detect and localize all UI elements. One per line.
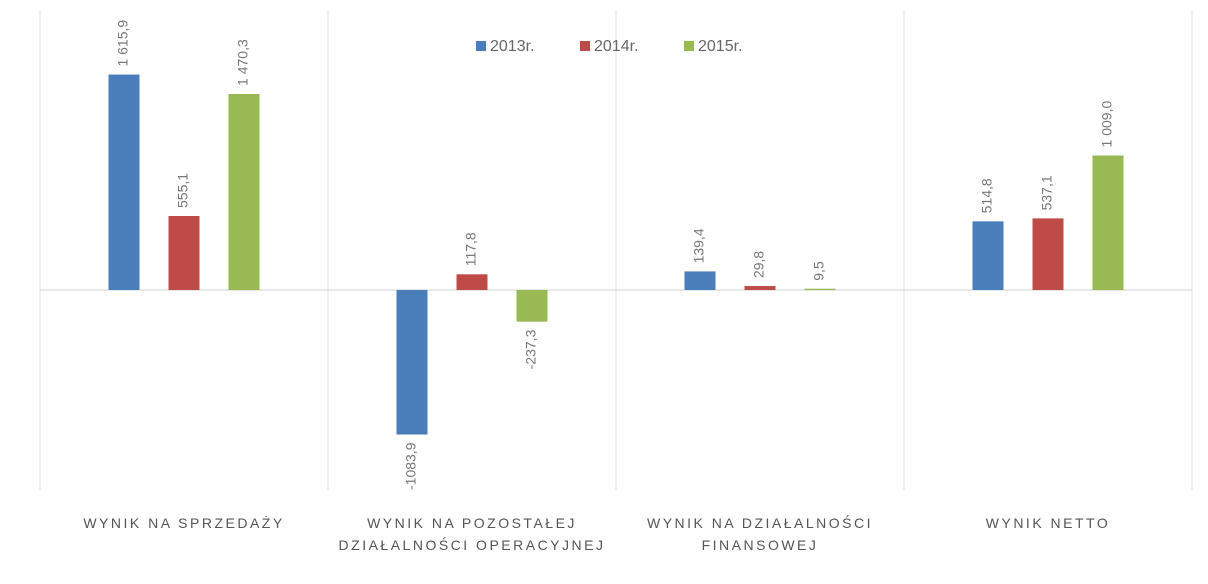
bar	[108, 74, 140, 291]
data-label: 537,1	[1039, 175, 1055, 210]
data-label: 514,8	[979, 178, 995, 213]
legend-label: 2015r.	[698, 38, 742, 55]
data-label: 1 470,3	[235, 39, 251, 86]
data-label: 1 009,0	[1099, 101, 1115, 148]
bar	[168, 215, 200, 290]
bar	[744, 286, 776, 290]
data-label: 9,5	[811, 261, 827, 281]
bar	[516, 290, 548, 322]
data-label: 29,8	[751, 251, 767, 278]
data-label: 139,4	[691, 228, 707, 263]
legend-swatch	[476, 41, 486, 51]
bar	[396, 290, 428, 435]
data-label: 117,8	[463, 232, 479, 266]
legend-swatch	[684, 41, 694, 51]
bar	[1092, 155, 1124, 290]
x-tick-label: WYNIK NA SPRZEDAŻY	[83, 515, 285, 531]
legend-label: 2014r.	[594, 38, 638, 55]
bar	[456, 274, 488, 290]
bar	[684, 271, 716, 290]
bar	[1032, 218, 1064, 290]
bar	[228, 93, 260, 291]
x-tick-label: WYNIK NA DZIAŁALNOŚCI FINANSOWEJ	[647, 515, 873, 553]
bar	[972, 221, 1004, 290]
data-label: -237,3	[523, 329, 539, 369]
bar	[804, 288, 836, 290]
data-label: 555,1	[175, 173, 191, 208]
x-tick-label: WYNIK NA POZOSTAŁEJ DZIAŁALNOŚCI OPERACY…	[338, 515, 606, 553]
data-label: -1083,9	[403, 442, 419, 490]
x-tick-label: WYNIK NETTO	[985, 515, 1111, 531]
legend-swatch	[580, 41, 590, 51]
data-label: 1 615,9	[115, 20, 131, 67]
legend-label: 2013r.	[490, 38, 534, 55]
